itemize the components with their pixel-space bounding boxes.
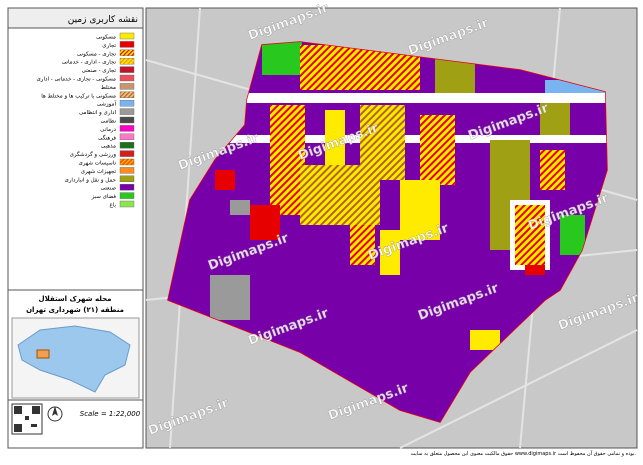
legend-label: تجاری - اداری - خدماتی xyxy=(62,60,117,66)
legend-swatch xyxy=(119,99,135,107)
legend-swatch xyxy=(119,158,135,166)
legend-swatch xyxy=(119,200,135,208)
legend-swatch xyxy=(119,133,135,141)
scale-text: Scale = 1:22,000 xyxy=(80,410,141,418)
legend-label: مسکونی - تجاری - خدماتی - اداری xyxy=(37,76,117,83)
legend-label: تجاری - مسکونی xyxy=(77,50,117,57)
legend-label: آموزشی xyxy=(97,101,117,108)
legend-swatch xyxy=(119,175,135,183)
legend-label: نظامی xyxy=(101,119,117,125)
legend-label: باغ xyxy=(110,203,117,209)
footer-text: حقوق مالکیت معنوی این محصول متعلق به سای… xyxy=(410,450,636,457)
legend-label: مختلط xyxy=(101,85,116,91)
legend-swatch xyxy=(119,192,135,199)
legend-swatch xyxy=(119,141,135,149)
legend-title: نقشه کاربری زمین xyxy=(68,15,138,25)
legend-swatch xyxy=(119,116,135,124)
legend-swatch xyxy=(119,49,135,56)
legend-swatch xyxy=(119,108,135,115)
area-subtitle: منطقه (۲۱) شهرداری تهران xyxy=(26,306,124,314)
legend-header xyxy=(7,7,144,29)
legend-label: ورزشی و گردشگری xyxy=(70,151,117,158)
legend-label: تاسیسات شهری xyxy=(79,161,117,167)
legend-swatch xyxy=(119,74,135,82)
legend-swatch xyxy=(119,66,135,73)
legend-label: درمانی xyxy=(100,127,116,133)
area-title: محله شهرک استقلال xyxy=(39,295,112,303)
inset-city xyxy=(17,325,131,393)
inset-highlight xyxy=(36,349,50,359)
legend-swatch xyxy=(119,41,135,48)
legend-label: صنعتی xyxy=(101,186,117,192)
legend-swatch xyxy=(119,125,135,132)
legend-label: مسکونی xyxy=(96,34,116,41)
legend-label: مسکونی با ترکیب ها و مختلط ها xyxy=(41,92,116,99)
legend-label: فرهنگی xyxy=(98,134,116,141)
legend-label: حمل و نقل و انبارداری xyxy=(64,177,116,183)
legend-label: اداری و انتظامی xyxy=(79,110,117,116)
legend-label: تجهیزات شهری xyxy=(81,169,117,175)
legend-swatch xyxy=(119,167,135,174)
legend-swatch xyxy=(119,183,135,191)
legend-swatch xyxy=(119,83,135,90)
legend-swatch xyxy=(119,32,135,40)
legend-label: فضای سبز xyxy=(91,194,117,200)
legend-swatch xyxy=(119,91,135,99)
north-arrow xyxy=(47,406,63,422)
legend-label: تجاری - صنعتی xyxy=(82,68,117,74)
legend-label: تجاری xyxy=(102,43,116,49)
qr-code xyxy=(11,403,43,435)
legend-swatch xyxy=(119,58,135,65)
legend-label: مذهبی xyxy=(101,144,116,150)
legend-swatch xyxy=(119,150,135,157)
